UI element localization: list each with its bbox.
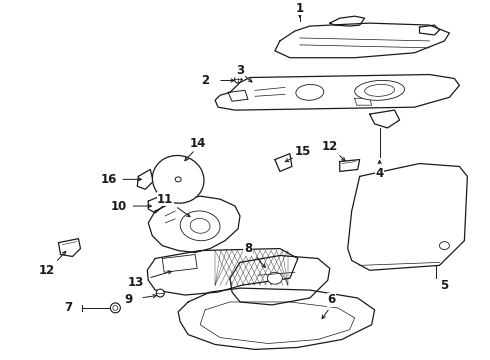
- Ellipse shape: [190, 219, 210, 233]
- Ellipse shape: [110, 303, 121, 313]
- Ellipse shape: [180, 211, 220, 241]
- Ellipse shape: [296, 84, 324, 100]
- Polygon shape: [137, 170, 153, 189]
- Polygon shape: [148, 196, 163, 213]
- Text: 16: 16: [100, 173, 117, 186]
- Polygon shape: [348, 163, 467, 270]
- Polygon shape: [275, 154, 292, 171]
- Text: 12: 12: [321, 140, 338, 153]
- Ellipse shape: [113, 305, 118, 310]
- Text: 4: 4: [375, 167, 384, 180]
- Polygon shape: [419, 25, 440, 35]
- Text: 5: 5: [441, 279, 448, 292]
- Polygon shape: [147, 248, 298, 295]
- Polygon shape: [330, 16, 365, 26]
- Polygon shape: [275, 23, 449, 58]
- Polygon shape: [200, 302, 355, 343]
- Text: 11: 11: [157, 193, 173, 206]
- Polygon shape: [228, 90, 248, 101]
- Text: 1: 1: [296, 2, 304, 15]
- Ellipse shape: [175, 177, 181, 182]
- Text: 12: 12: [38, 264, 55, 277]
- Polygon shape: [58, 239, 80, 256]
- Text: 3: 3: [236, 64, 244, 77]
- Ellipse shape: [355, 80, 405, 100]
- Ellipse shape: [440, 242, 449, 249]
- Text: 7: 7: [65, 301, 73, 314]
- Text: 13: 13: [128, 276, 145, 289]
- Polygon shape: [162, 255, 197, 272]
- Polygon shape: [355, 98, 371, 105]
- Text: 6: 6: [328, 293, 336, 306]
- Text: 8: 8: [244, 242, 252, 255]
- Polygon shape: [340, 159, 360, 171]
- Ellipse shape: [156, 289, 164, 297]
- Polygon shape: [230, 256, 330, 305]
- Polygon shape: [148, 196, 240, 252]
- Text: 15: 15: [294, 145, 311, 158]
- Polygon shape: [215, 75, 460, 110]
- Text: 9: 9: [124, 293, 132, 306]
- Polygon shape: [178, 288, 375, 350]
- Polygon shape: [369, 110, 399, 128]
- Ellipse shape: [268, 272, 282, 284]
- Text: 10: 10: [110, 199, 126, 212]
- Text: 2: 2: [201, 74, 209, 87]
- Text: 14: 14: [190, 137, 206, 150]
- Ellipse shape: [152, 156, 204, 203]
- Ellipse shape: [365, 84, 394, 96]
- Ellipse shape: [235, 76, 242, 83]
